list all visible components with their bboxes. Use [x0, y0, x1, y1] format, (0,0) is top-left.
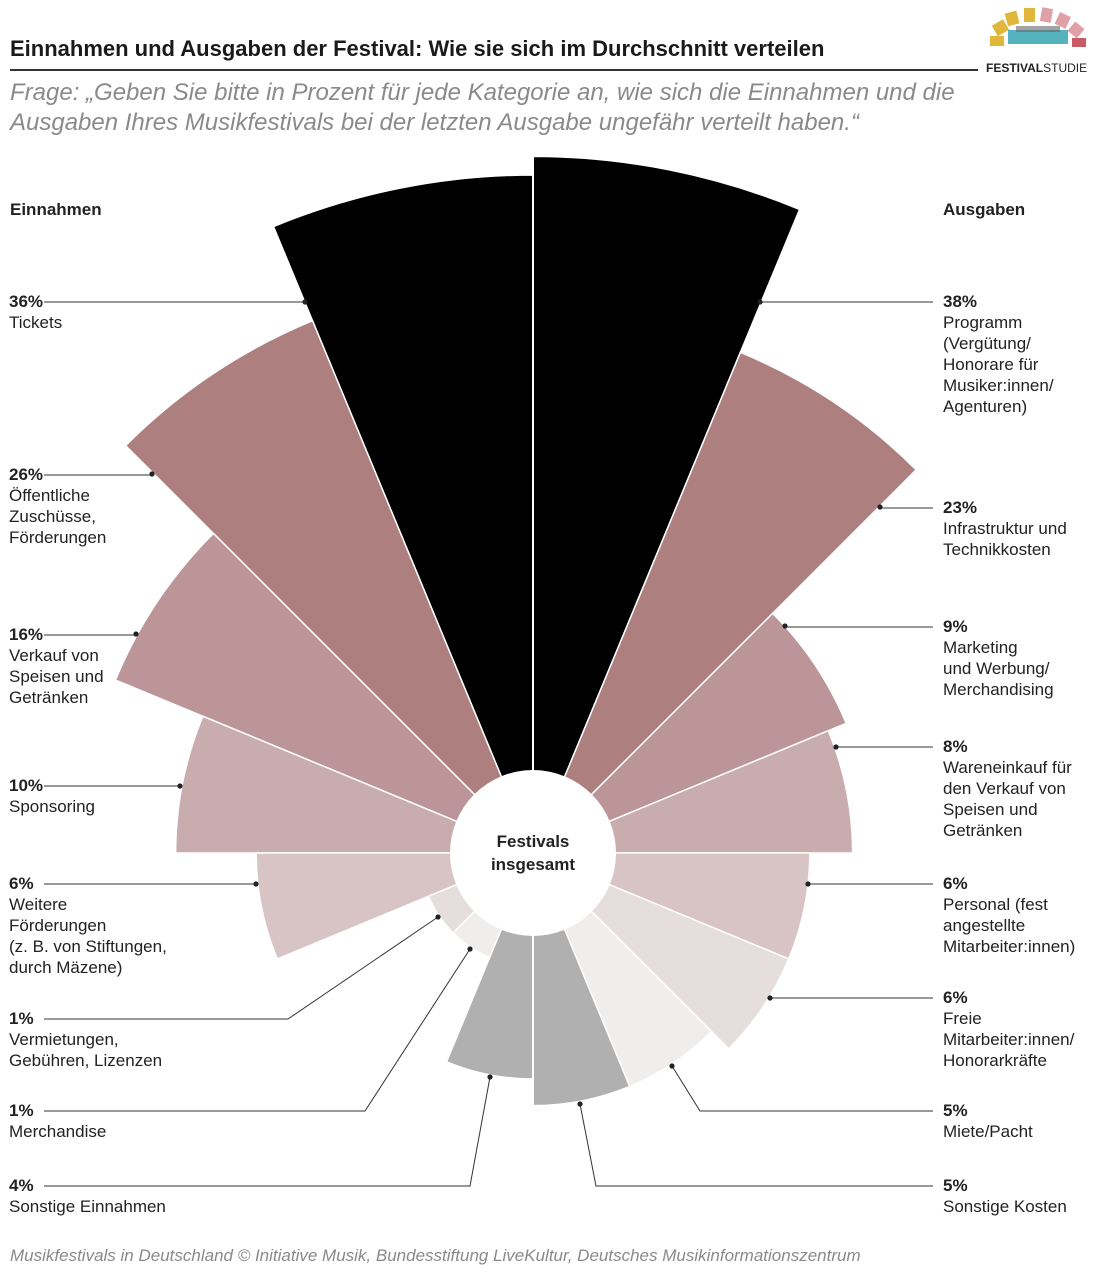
value-label: 38% [943, 292, 978, 311]
leader-line-right-1 [879, 507, 933, 509]
value-label: 6% [943, 874, 968, 893]
leader-dot-right-4 [805, 881, 811, 887]
chart-subtitle: Frage: „Geben Sie bitte in Prozent für j… [10, 79, 955, 136]
source-footer: Musikfestivals in Deutschland © Initiati… [10, 1246, 861, 1265]
wedge-left-1 [124, 319, 534, 854]
value-label: 1% [9, 1009, 34, 1028]
category-label: Programm (Vergütung/ Honorare für Musike… [943, 313, 1054, 416]
value-label: 8% [943, 737, 968, 756]
leader-dot-left-2 [133, 631, 139, 637]
label-left-4: 6% Weitere Förderungen (z. B. von Stiftun… [9, 873, 167, 978]
category-label: Öffentliche Zuschüsse, Förderungen [9, 486, 107, 547]
leader-dot-left-1 [149, 471, 155, 477]
label-right-4: 6% Personal (fest angestellte Mitarbeiter… [943, 873, 1075, 957]
category-label: Freie Mitarbeiter:innen/ Honorarkräfte [943, 1009, 1075, 1070]
label-right-7: 5% Sonstige Kosten [943, 1175, 1067, 1217]
label-left-0: 36% Tickets [9, 291, 62, 333]
label-left-7: 4% Sonstige Einnahmen [9, 1175, 166, 1217]
leader-line-right-7 [579, 1103, 933, 1187]
value-label: 6% [943, 988, 968, 1007]
leader-dot-right-6 [669, 1063, 675, 1069]
chart-title: Einnahmen und Ausgaben der Festival: Wie… [10, 36, 825, 61]
category-label: Miete/Pacht [943, 1122, 1033, 1141]
leader-line-right-2 [784, 626, 933, 628]
center-circle [450, 770, 616, 936]
category-label: Marketing und Werbung/ Merchandising [943, 638, 1054, 699]
category-label: Sponsoring [9, 797, 96, 816]
label-right-2: 9% Marketing und Werbung/ Merchandising [943, 616, 1054, 700]
label-left-5: 1% Vermietungen, Gebühren, Lizenzen [9, 1008, 162, 1071]
label-right-5: 6% Freie Mitarbeiter:innen/ Honorarkräfte [943, 987, 1074, 1071]
category-label: Weitere Förderungen (z. B. von Stiftunge… [9, 895, 167, 977]
leader-dot-right-7 [577, 1101, 583, 1107]
leader-line-right-6 [671, 1065, 933, 1112]
value-label: 9% [943, 617, 968, 636]
legend-heading-ausgaben: Ausgaben [943, 200, 1026, 219]
center-label: Festivals insgesamt [490, 832, 576, 874]
leader-line-left-7 [44, 1076, 491, 1187]
value-label: 5% [943, 1101, 968, 1120]
value-label: 16% [9, 625, 44, 644]
label-right-0: 38% Programm (Vergütung/ Honorare für Mus… [943, 291, 1054, 417]
label-left-3: 10% Sponsoring [9, 775, 95, 817]
wedge-right-3 [532, 729, 854, 854]
value-label: 23% [943, 498, 978, 517]
value-label: 4% [9, 1176, 34, 1195]
logo-text-bold: FESTIVAL [986, 61, 1044, 75]
category-label: Personal (fest angestellte Mitarbeiter:i… [943, 895, 1076, 956]
festivalstudie-logo: FESTIVALSTUDIE [986, 4, 1090, 75]
wedge-left-2 [114, 532, 534, 854]
category-label: Vermietungen, Gebühren, Lizenzen [9, 1030, 163, 1070]
legend-heading-einnahmen: Einnahmen [10, 200, 102, 219]
value-label: 1% [9, 1101, 34, 1120]
leader-dot-right-0 [757, 299, 763, 305]
leader-line-left-6 [44, 948, 471, 1112]
title-rule [10, 69, 978, 71]
leader-dot-right-2 [782, 623, 788, 629]
category-label: Sonstige Kosten [943, 1197, 1067, 1216]
wedge-right-0 [532, 155, 801, 854]
wedge-right-2 [532, 612, 848, 854]
label-left-1: 26% Öffentliche Zuschüsse, Förderungen [9, 464, 106, 548]
leader-dot-left-0 [302, 299, 308, 305]
leader-dot-left-3 [177, 783, 183, 789]
logo-fan-icon [990, 7, 1086, 47]
leader-dot-right-5 [767, 995, 773, 1001]
value-label: 5% [943, 1176, 968, 1195]
leader-dot-left-4 [253, 881, 259, 887]
wedge-left-0 [272, 174, 534, 854]
category-label: Infrastruktur und Technikkosten [943, 519, 1067, 559]
category-label: Sonstige Einnahmen [9, 1197, 166, 1216]
value-label: 10% [9, 776, 44, 795]
value-label: 36% [9, 292, 44, 311]
label-right-3: 8% Wareneinkauf für den Verkauf von Speis… [943, 736, 1072, 841]
label-left-2: 16% Verkauf von Speisen und Getränken [9, 624, 104, 708]
category-label: Tickets [9, 313, 63, 332]
leader-dot-right-1 [877, 504, 883, 510]
leader-dot-left-7 [487, 1074, 493, 1080]
logo-text: FESTIVALSTUDIE [986, 61, 1090, 75]
leader-dot-left-5 [435, 914, 441, 920]
leader-dot-right-3 [833, 744, 839, 750]
label-right-6: 5% Miete/Pacht [943, 1100, 1033, 1142]
leader-dot-left-6 [467, 946, 473, 952]
wedge-right-1 [532, 351, 918, 854]
category-label: Merchandise [9, 1122, 107, 1141]
label-right-1: 23% Infrastruktur und Technikkosten [943, 497, 1067, 560]
label-left-6: 1% Merchandise [9, 1100, 106, 1142]
category-label: Verkauf von Speisen und Getränken [9, 646, 104, 707]
wedge-left-3 [174, 715, 534, 854]
category-label: Wareneinkauf für den Verkauf von Speisen… [943, 758, 1072, 840]
leader-line-left-5 [44, 916, 439, 1020]
value-label: 6% [9, 874, 34, 893]
value-label: 26% [9, 465, 44, 484]
logo-text-light: STUDIE [1043, 61, 1088, 75]
